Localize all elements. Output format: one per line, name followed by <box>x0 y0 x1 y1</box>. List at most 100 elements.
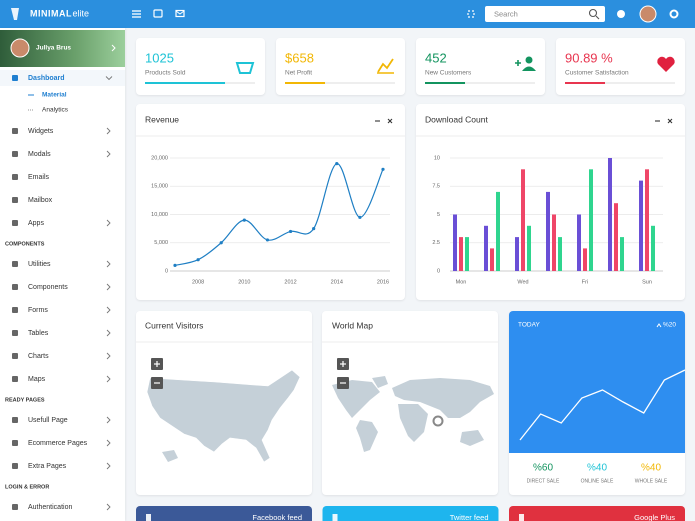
fullscreen-icon[interactable] <box>467 10 475 18</box>
feed-title: Google Plus <box>634 513 675 521</box>
bar <box>546 191 550 271</box>
card-controls[interactable] <box>375 118 673 124</box>
menu-chevron <box>106 329 111 337</box>
search-box[interactable] <box>485 6 605 22</box>
mail-icon-flap <box>175 10 185 15</box>
bar <box>614 203 618 271</box>
sidebar-avatar <box>10 38 30 58</box>
menu-chevron <box>106 150 111 158</box>
card-title: Download Count <box>425 114 488 124</box>
menu-chevron <box>106 462 111 470</box>
sale-value: %40 <box>641 463 661 474</box>
x-tick-label: 2010 <box>238 279 250 285</box>
user-icon <box>525 56 533 64</box>
menu-active-bg <box>0 70 125 86</box>
chat-icon[interactable] <box>153 9 163 18</box>
y-tick-label: 7.5 <box>432 184 440 190</box>
x-tick-label: 2014 <box>331 279 343 285</box>
world-map[interactable] <box>332 376 494 452</box>
stat-card <box>276 38 405 95</box>
menu-item: Widgets <box>28 128 54 135</box>
sale-value: %40 <box>587 463 607 474</box>
menu-item: Dashboard <box>28 75 65 82</box>
today-annotation: %20 <box>663 322 676 329</box>
menu-chevron <box>106 127 111 135</box>
menu-icon <box>12 417 18 423</box>
card-title: Revenue <box>145 114 179 124</box>
zoom-controls[interactable] <box>151 358 349 389</box>
bar <box>577 214 581 271</box>
logo-light: elite <box>73 8 90 18</box>
menu-chevron <box>106 352 111 360</box>
feed-card <box>136 506 312 521</box>
y-tick-label: 2.5 <box>432 240 440 246</box>
feed-icon <box>519 514 524 521</box>
menu-chevron <box>106 416 111 424</box>
x-tick-label: Fri <box>582 279 588 285</box>
settings-icon[interactable] <box>669 9 679 19</box>
y-tick-label: 10 <box>434 155 440 161</box>
bar <box>490 248 494 271</box>
y-tick-label: 10,000 <box>151 212 168 218</box>
profile-chevron[interactable] <box>111 44 116 52</box>
sale-label: ONLINE SALE <box>581 478 614 484</box>
today-line <box>519 369 686 441</box>
submenu-item: Material <box>42 92 67 99</box>
menu-icon <box>12 440 18 446</box>
menu-icon <box>12 128 18 134</box>
menu-chevron <box>105 76 113 81</box>
stat-label: Products Sold <box>145 70 186 77</box>
usa-map[interactable] <box>146 369 301 463</box>
menu-chevron <box>106 503 111 511</box>
plus-icon <box>515 60 521 66</box>
up-arrow <box>656 323 662 328</box>
y-tick-label: 5,000 <box>154 240 168 246</box>
menu-chevron <box>106 283 111 291</box>
menu-icon[interactable] <box>132 10 141 18</box>
stat-label: New Customers <box>425 70 472 77</box>
stat-label: Customer Satisfaction <box>565 70 629 77</box>
menu-icon <box>12 330 18 336</box>
search-icon[interactable] <box>588 8 598 18</box>
revenue-point <box>312 227 316 231</box>
x-tick-label: 2016 <box>377 279 389 285</box>
map-marker[interactable] <box>432 415 444 427</box>
bar <box>589 169 593 271</box>
feed-icon <box>332 514 338 521</box>
x-tick-label: Sun <box>642 279 652 285</box>
mail-icon[interactable] <box>175 9 185 18</box>
y-tick-label: 0 <box>437 268 440 274</box>
menu-icon <box>12 197 18 203</box>
stat-card <box>136 38 265 95</box>
menu-icon <box>12 376 18 382</box>
menu-icon <box>12 504 18 510</box>
avatar[interactable] <box>639 5 657 23</box>
user-icon-body <box>522 66 536 71</box>
bar <box>558 237 562 271</box>
notification-icon[interactable] <box>617 10 625 18</box>
menu-icon <box>12 307 18 313</box>
logo-icon <box>11 8 19 20</box>
stat-value: 90.89 % <box>565 50 613 65</box>
stat-label: Net Profit <box>285 70 312 77</box>
y-tick-label: 0 <box>165 268 168 274</box>
stat-progress <box>285 82 325 84</box>
menu-item: Tables <box>28 330 49 337</box>
x-tick-label: Mon <box>456 279 467 285</box>
bar <box>639 180 643 271</box>
menu-chevron <box>106 260 111 268</box>
menu-item: Forms <box>28 307 48 314</box>
revenue-point <box>219 241 223 245</box>
revenue-line <box>174 163 384 266</box>
y-tick-label: 20,000 <box>151 155 168 161</box>
stat-progress <box>145 82 225 84</box>
card-title: Current Visitors <box>145 320 203 330</box>
feed-title: Twitter feed <box>450 513 489 521</box>
basket-icon <box>235 62 255 74</box>
bar <box>583 248 587 271</box>
bar <box>645 169 649 271</box>
today-panel <box>509 311 685 453</box>
search-icon-handle <box>595 15 600 20</box>
